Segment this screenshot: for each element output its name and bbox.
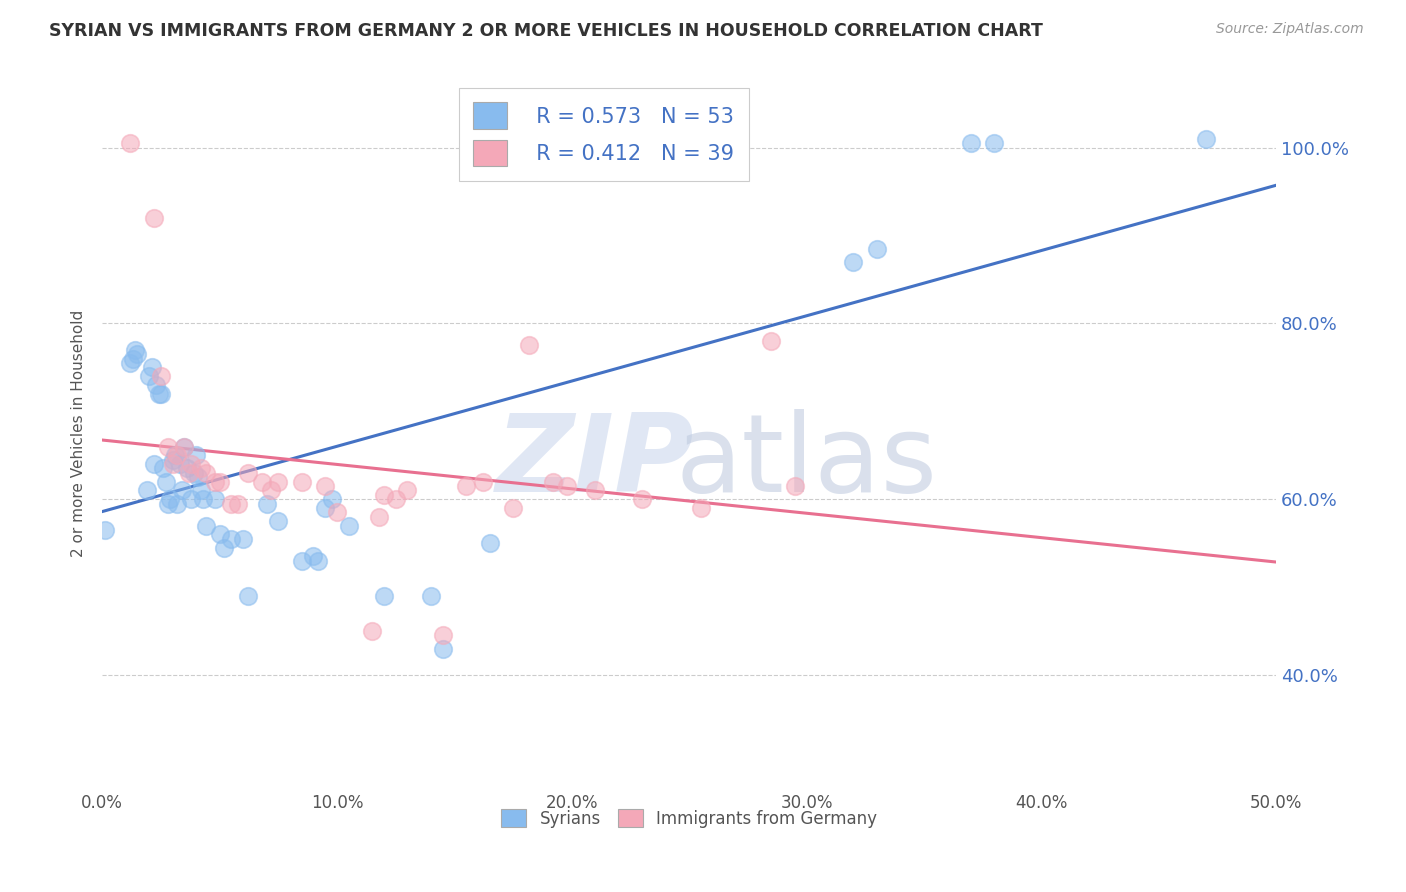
Point <box>519 338 541 352</box>
Point <box>221 497 243 511</box>
Point <box>555 479 578 493</box>
Point <box>384 492 406 507</box>
Point <box>291 475 314 489</box>
Point <box>156 497 179 511</box>
Point <box>260 483 283 498</box>
Point <box>1194 132 1216 146</box>
Point <box>267 475 290 489</box>
Point <box>232 532 254 546</box>
Point <box>159 492 181 507</box>
Point <box>191 492 214 507</box>
Point <box>173 440 195 454</box>
Point <box>190 483 212 498</box>
Point <box>170 483 193 498</box>
Point <box>256 497 278 511</box>
Point <box>236 589 259 603</box>
Point <box>291 554 314 568</box>
Text: SYRIAN VS IMMIGRANTS FROM GERMANY 2 OR MORE VEHICLES IN HOUSEHOLD CORRELATION CH: SYRIAN VS IMMIGRANTS FROM GERMANY 2 OR M… <box>49 22 1043 40</box>
Point <box>141 360 163 375</box>
Point <box>149 369 172 384</box>
Point <box>221 532 243 546</box>
Point <box>432 641 454 656</box>
Point <box>337 518 360 533</box>
Point <box>432 628 454 642</box>
Point <box>204 475 226 489</box>
Point <box>93 523 115 537</box>
Point <box>267 514 290 528</box>
Point <box>761 334 783 348</box>
Point <box>314 479 336 493</box>
Point <box>783 479 806 493</box>
Point <box>190 461 212 475</box>
Point <box>396 483 419 498</box>
Point <box>145 378 167 392</box>
Point <box>368 509 391 524</box>
Point <box>142 211 165 225</box>
Point <box>361 624 384 638</box>
Point <box>187 470 209 484</box>
Point <box>204 492 226 507</box>
Point <box>471 475 494 489</box>
Point <box>689 501 711 516</box>
Point <box>236 466 259 480</box>
Point <box>176 461 198 475</box>
Point <box>373 589 395 603</box>
Point <box>842 255 865 269</box>
Point <box>121 351 143 366</box>
Text: Source: ZipAtlas.com: Source: ZipAtlas.com <box>1216 22 1364 37</box>
Point <box>177 466 200 480</box>
Point <box>120 356 142 370</box>
Point <box>307 554 329 568</box>
Point <box>314 501 336 516</box>
Point <box>326 505 349 519</box>
Point <box>194 466 217 480</box>
Text: atlas: atlas <box>675 409 938 515</box>
Point <box>120 136 142 151</box>
Point <box>155 475 177 489</box>
Point <box>866 242 889 256</box>
Point <box>173 440 195 454</box>
Point <box>135 483 157 498</box>
Point <box>183 466 205 480</box>
Point <box>302 549 325 564</box>
Point <box>184 448 207 462</box>
Point <box>214 541 236 555</box>
Point <box>983 136 1005 151</box>
Y-axis label: 2 or more Vehicles in Household: 2 or more Vehicles in Household <box>72 310 86 557</box>
Text: ZIP: ZIP <box>496 409 695 515</box>
Point <box>631 492 654 507</box>
Point <box>169 457 191 471</box>
Point <box>454 479 477 493</box>
Point <box>163 448 186 462</box>
Point <box>250 475 273 489</box>
Point <box>152 461 174 475</box>
Point <box>180 492 202 507</box>
Legend: Syrians, Immigrants from Germany: Syrians, Immigrants from Germany <box>495 802 883 834</box>
Point <box>180 457 202 471</box>
Point <box>959 136 981 151</box>
Point <box>194 518 217 533</box>
Point <box>208 475 231 489</box>
Point <box>148 386 170 401</box>
Point <box>228 497 250 511</box>
Point <box>419 589 441 603</box>
Point <box>321 492 343 507</box>
Point <box>138 369 160 384</box>
Point <box>162 457 184 471</box>
Point <box>208 527 231 541</box>
Point <box>541 475 564 489</box>
Point <box>124 343 146 357</box>
Point <box>583 483 606 498</box>
Point <box>149 386 172 401</box>
Point <box>156 440 179 454</box>
Point <box>162 452 184 467</box>
Point <box>127 347 149 361</box>
Point <box>478 536 501 550</box>
Point <box>166 497 188 511</box>
Point <box>373 488 395 502</box>
Point <box>166 448 188 462</box>
Point <box>502 501 524 516</box>
Point <box>142 457 165 471</box>
